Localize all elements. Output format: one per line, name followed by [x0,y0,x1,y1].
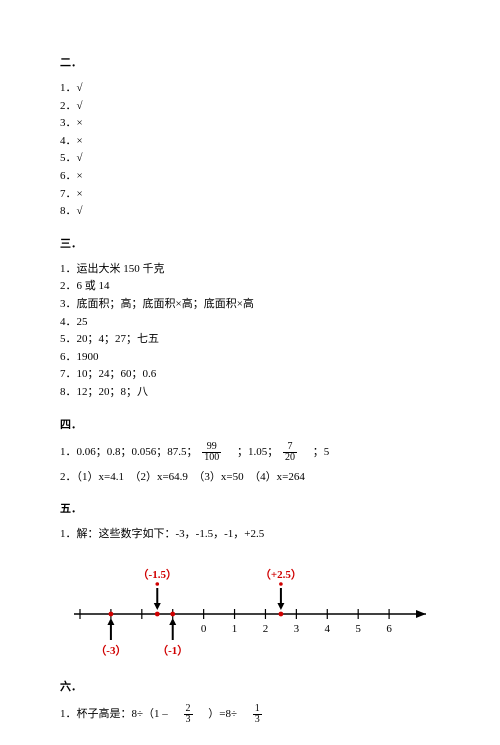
fraction-num: 2 [184,704,193,715]
s5-q1: 1．解：这些数字如下：-3，-1.5，-1，+2.5 [60,526,440,544]
s2-item: 7．× [60,186,440,204]
s2-item: 8．√ [60,203,440,221]
s3-item: 6．1900 [60,349,440,367]
s4-q2: 2．（1）x=4.1 （2）x=64.9 （3）x=50 （4）x=264 [60,469,440,487]
fraction-den: 20 [283,453,297,463]
section-4-title: 四． [60,416,440,432]
fraction-num: 1 [253,704,262,715]
s2-item: 1．√ [60,80,440,98]
s3-item: 8．12；20；8；八 [60,384,440,402]
s4-q2-inner: 2．（1）x=4.1 （2）x=64.9 （3）x=50 （4）x=264 [60,471,305,483]
svg-text:5: 5 [355,623,361,635]
s6-q1-mid: ）=8÷ [197,708,248,720]
svg-text:1: 1 [232,623,238,635]
number-line-figure: 0 1 2 3 4 5 6 （-3） （-1.5） （-1） （+2.5） [60,554,440,664]
svg-text:（-1.5）: （-1.5） [138,568,177,581]
fraction-den: 3 [253,715,262,725]
s3-item: 1．运出大米 150 千克 [60,261,440,279]
s2-item: 3．× [60,115,440,133]
svg-text:4: 4 [325,623,331,635]
section-5-title: 五． [60,500,440,516]
s2-item: 6．× [60,168,440,186]
s4-q1-suffix: ；5 [302,446,330,458]
number-line-svg: 0 1 2 3 4 5 6 （-3） （-1.5） （-1） （+2.5） [60,554,440,664]
s4-q1-prefix: 1．0.06；0.8；0.056；87.5； [60,446,198,458]
svg-text:6: 6 [386,623,392,635]
s3-item: 2．6 或 14 [60,278,440,296]
section-3-list: 1．运出大米 150 千克 2．6 或 14 3．底面积；高；底面积×高；底面积… [60,261,440,402]
svg-text:0: 0 [201,623,207,635]
section-2-list: 1．√ 2．√ 3．× 4．× 5．√ 6．× 7．× 8．√ [60,80,440,221]
s2-item: 4．× [60,133,440,151]
s3-item: 7．10；24；60；0.6 [60,366,440,384]
s3-item: 3．底面积；高；底面积×高；底面积×高 [60,296,440,314]
s4-q1: 1．0.06；0.8；0.056；87.5； 99 100 ；1.05； 7 2… [60,442,440,463]
svg-text:2: 2 [263,623,269,635]
s4-q2-text: 2．（1）x=4.1 （2）x=64.9 （3）x=50 （4）x=264 [60,471,305,483]
s3-item: 5．20；4；27；七五 [60,331,440,349]
fraction-den: 3 [184,715,193,725]
svg-text:（-3）: （-3） [95,644,126,657]
svg-text:（+2.5）: （+2.5） [260,568,302,581]
fraction: 7 20 [283,442,297,463]
fraction-den: 100 [202,453,221,463]
section-2-title: 二． [60,54,440,70]
section-6-title: 六． [60,678,440,694]
fraction: 99 100 [202,442,221,463]
s6-q1-prefix: 1．杯子高是：8÷（1 – [60,708,179,720]
fraction-num: 7 [283,442,297,453]
s3-item: 4．25 [60,314,440,332]
svg-text:3: 3 [294,623,300,635]
section-3-title: 三． [60,235,440,251]
s2-item: 2．√ [60,98,440,116]
s2-item: 5．√ [60,150,440,168]
svg-text:（-1）: （-1） [157,644,188,657]
s4-q1-mid: ；1.05； [226,446,278,458]
fraction-num: 99 [202,442,221,453]
page: 二． 1．√ 2．√ 3．× 4．× 5．√ 6．× 7．× 8．√ 三． 1．… [0,0,500,745]
